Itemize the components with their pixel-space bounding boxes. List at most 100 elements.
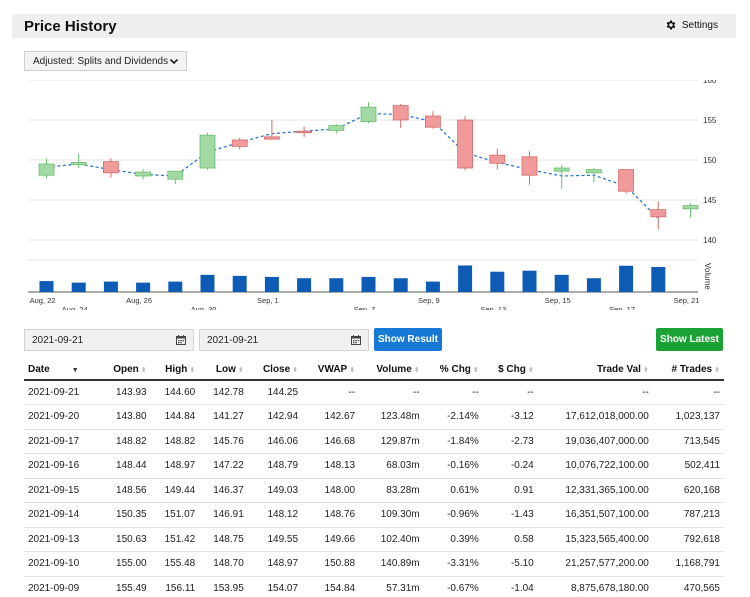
candle[interactable] <box>650 201 667 230</box>
table-cell: 2021-09-20 <box>24 404 99 430</box>
candle[interactable] <box>618 169 634 194</box>
candle[interactable] <box>70 153 87 168</box>
table-cell: 151.07 <box>150 502 200 528</box>
sort-icon: ⬍ <box>472 367 479 374</box>
column-header-label: VWAP <box>317 364 348 375</box>
table-cell: 151.42 <box>150 527 200 552</box>
table-cell: 147.22 <box>199 453 248 479</box>
candle-body <box>553 167 570 172</box>
y-tick-label: 140 <box>703 236 717 245</box>
table-cell: 68.03m <box>359 453 424 479</box>
candle[interactable] <box>231 137 248 150</box>
candle[interactable] <box>328 124 345 134</box>
candle[interactable] <box>521 151 538 185</box>
table-cell: 2021-09-16 <box>24 453 99 479</box>
calendar-icon <box>351 335 361 345</box>
column-header[interactable]: $ Chg ⬍ <box>482 360 538 381</box>
table-cell: 143.80 <box>98 404 151 430</box>
x-tick-label: Sep, 15 <box>545 296 571 305</box>
candle[interactable] <box>199 132 216 170</box>
table-cell: -5.10 <box>482 551 538 577</box>
table-cell: -- <box>482 380 538 405</box>
column-header[interactable]: Open ⬍ <box>98 360 151 381</box>
y-tick-label: 155 <box>703 116 717 125</box>
volume-bar <box>168 281 183 292</box>
table-cell: 144.60 <box>150 380 200 405</box>
candle[interactable] <box>553 164 570 189</box>
chevron-down-icon <box>169 58 179 65</box>
table-cell: 148.97 <box>247 551 303 577</box>
candle[interactable] <box>489 148 506 170</box>
table-row: 2021-09-15 148.56 149.44 146.37 149.03 148.00… <box>24 478 724 503</box>
column-header[interactable]: Volume ⬍ <box>359 360 424 381</box>
start-date-input[interactable]: 2021-09-21 <box>24 329 194 351</box>
table-cell: 0.39% <box>423 527 483 552</box>
column-header[interactable]: # Trades ⬍ <box>652 360 724 381</box>
table-cell: 2021-09-15 <box>24 478 99 503</box>
column-header[interactable]: Low ⬍ <box>199 360 248 381</box>
column-header[interactable]: High ⬍ <box>150 360 200 381</box>
adjustment-dropdown[interactable]: Adjusted: Splits and Dividends <box>24 51 187 71</box>
candle[interactable] <box>263 120 280 140</box>
start-date-value: 2021-09-21 <box>32 335 84 346</box>
volume-bar <box>425 281 440 292</box>
column-header[interactable]: % Chg ⬍ <box>423 360 483 381</box>
volume-bar <box>651 267 666 292</box>
candle[interactable] <box>103 158 119 178</box>
table-cell: 123.48m <box>359 404 424 430</box>
show-result-button[interactable]: Show Result <box>374 328 442 351</box>
table-cell: 148.82 <box>150 429 200 454</box>
candle-body <box>103 161 119 174</box>
sort-icon: ⬍ <box>189 367 196 374</box>
candle-body <box>199 134 216 169</box>
column-header[interactable]: Close ⬍ <box>247 360 303 381</box>
candle[interactable] <box>167 170 184 184</box>
price-chart: 140 145 150 155 160 Aug, 22 Aug, 26 Sep, 1 Sep,… <box>28 80 717 310</box>
candle[interactable] <box>424 111 441 129</box>
candle[interactable] <box>38 158 55 179</box>
volume-bar <box>554 274 569 292</box>
candle-body <box>586 169 602 174</box>
page-header: Price History Settings <box>12 14 736 38</box>
candle[interactable] <box>296 126 313 137</box>
column-header-label: % Chg <box>439 364 471 375</box>
table-cell: -3.31% <box>423 551 483 577</box>
table-cell: 502,411 <box>652 453 724 479</box>
x-tick-label: Sep, 21 <box>674 296 700 305</box>
settings-button[interactable]: Settings <box>665 19 718 31</box>
candle[interactable] <box>360 102 377 124</box>
y-tick-label: 145 <box>703 196 717 205</box>
end-date-input[interactable]: 2021-09-21 <box>199 329 369 351</box>
candle[interactable] <box>135 168 152 180</box>
sort-icon: ⬍ <box>140 367 147 374</box>
candle-body <box>263 136 280 140</box>
column-header[interactable]: Trade Val ⬍ <box>537 360 653 381</box>
candle[interactable] <box>586 168 602 183</box>
candle[interactable] <box>392 104 409 128</box>
table-cell: 2021-09-09 <box>24 576 99 597</box>
sort-desc-icon: ▼ <box>71 367 79 374</box>
volume-bar <box>458 265 473 292</box>
table-cell: 148.79 <box>247 453 303 479</box>
candle-body <box>489 154 506 164</box>
candle-body <box>618 169 634 192</box>
table-cell: 148.76 <box>302 502 360 528</box>
volume-bar <box>297 278 312 292</box>
show-latest-button[interactable]: Show Latest <box>656 328 723 351</box>
table-cell: 148.75 <box>199 527 248 552</box>
candle[interactable] <box>457 116 474 171</box>
candle[interactable] <box>682 203 699 218</box>
table-cell: -- <box>359 380 424 405</box>
column-header-label: $ Chg <box>498 364 526 375</box>
table-cell: 148.56 <box>98 478 151 503</box>
table-cell: 142.78 <box>199 380 248 405</box>
column-header[interactable]: VWAP ⬍ <box>302 360 360 381</box>
x-tick-label: Sep, 13 <box>480 305 506 310</box>
table-cell: 0.58 <box>482 527 538 552</box>
sort-icon: ⬍ <box>349 367 356 374</box>
table-cell: 154.84 <box>302 576 360 597</box>
table-row: 2021-09-20 143.80 144.84 141.27 142.94 142.67… <box>24 404 724 430</box>
table-cell: 713,545 <box>652 429 724 454</box>
column-header[interactable]: Date ▼ <box>24 360 99 381</box>
table-cell: 146.37 <box>199 478 248 503</box>
